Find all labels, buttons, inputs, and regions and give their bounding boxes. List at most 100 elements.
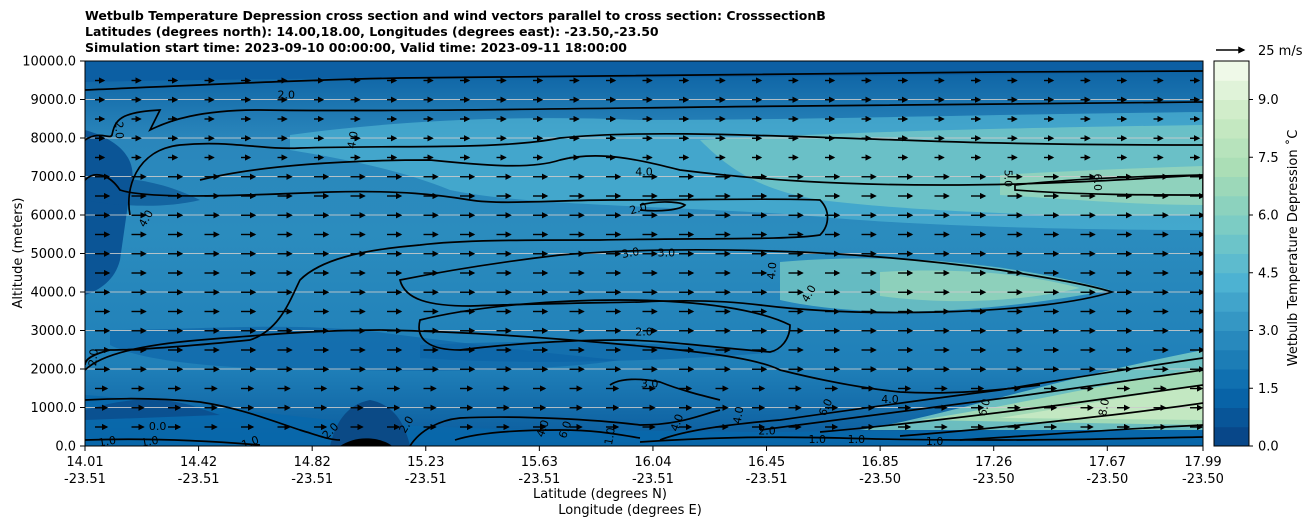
x-tick-label-lat: 16.45: [748, 455, 785, 470]
x-tick-label-lon: -23.51: [64, 472, 106, 487]
colorbar-band: [1214, 369, 1249, 389]
contour-label: 2.0: [86, 348, 100, 367]
colorbar-tick-label: 0.0: [1258, 440, 1279, 455]
chart-title-line-3: Simulation start time: 2023-09-10 00:00:…: [85, 40, 627, 55]
quiver-key-label: 25 m/s: [1258, 44, 1303, 59]
colorbar-band: [1214, 426, 1249, 447]
colorbar-tick-label: 6.0: [1258, 209, 1279, 224]
contour-label: 4.0: [731, 405, 747, 424]
contour-label: 4.0: [635, 166, 653, 179]
contour-label: 1.0: [140, 434, 159, 450]
y-tick-label: 0.0: [55, 440, 76, 455]
x-axis-title-lat: Latitude (degrees N): [533, 487, 667, 502]
x-tick-label-lat: 15.63: [521, 455, 558, 470]
x-tick-label-lon: -23.51: [518, 472, 560, 487]
x-tick-label-lat: 16.04: [634, 455, 671, 470]
contour-label: 8.0: [1096, 398, 1112, 417]
contour-label: 4.0: [534, 418, 552, 439]
colorbar-band: [1214, 292, 1249, 312]
contour-label: 4.0: [765, 261, 779, 280]
colorbar-band: [1214, 407, 1249, 428]
colorbar: 0.0 1.5 3.0 4.5 6.0 7.5 9.0: [1213, 60, 1279, 455]
x-axis: 14.01 -23.51 14.42 -23.51 14.82 -23.51 15.23 -2…: [64, 446, 1224, 487]
colorbar-tick-label: 4.5: [1258, 266, 1279, 281]
contour-label: 6.0: [976, 397, 993, 417]
y-tick-label: 6000.0: [31, 209, 77, 224]
contour-label: 2.0: [758, 424, 776, 437]
colorbar-band: [1214, 234, 1249, 254]
contour-label: 6.0: [1091, 174, 1104, 192]
colorbar-band: [1214, 99, 1249, 120]
colorbar-band: [1214, 272, 1249, 293]
colorbar-band: [1214, 349, 1249, 370]
y-tick-label: 10000.0: [22, 55, 76, 70]
y-tick-label: 2000.0: [31, 363, 77, 378]
colorbar-band: [1214, 138, 1249, 158]
colorbar-band: [1214, 80, 1249, 100]
colorbar-band: [1214, 311, 1249, 331]
colorbar-tick-label: 9.0: [1258, 93, 1279, 108]
contour-label: 1.0: [240, 433, 261, 451]
contour-label: 0.0: [149, 420, 167, 433]
colorbar-band: [1214, 388, 1249, 408]
x-tick-label-lat: 14.42: [180, 455, 217, 470]
contour-label: 3.0: [658, 247, 676, 260]
x-tick-label-lon: -23.50: [973, 472, 1015, 487]
contour-label: 1.0: [98, 434, 117, 450]
colorbar-frame: [1213, 60, 1250, 447]
colorbar-tick-label: 1.5: [1258, 382, 1279, 397]
contour-label: 4.0: [668, 412, 686, 433]
y-tick-label: 9000.0: [31, 93, 77, 108]
x-tick-label-lat: 14.82: [294, 455, 331, 470]
contour-label: 2.0: [635, 325, 653, 338]
colorbar-tick-label: 7.5: [1258, 151, 1279, 166]
contour-label: 2.0: [112, 121, 126, 139]
quiver-key: 25 m/s: [1216, 44, 1303, 59]
filled-contour-regions: [85, 61, 1203, 446]
colorbar-band: [1214, 215, 1249, 235]
x-tick-label-lat: 17.26: [975, 455, 1012, 470]
y-tick-label: 3000.0: [31, 324, 77, 339]
contour-label: 3.0: [641, 377, 659, 390]
contour-label: 4.0: [881, 393, 899, 406]
colorbar-title: Wetbulb Temperature Depression ˚C: [1285, 130, 1301, 367]
x-tick-label-lon: -23.51: [405, 472, 447, 487]
x-axis-title-lon: Longitude (degrees E): [558, 503, 702, 518]
y-tick-label: 5000.0: [31, 247, 77, 262]
colorbar-tick-label: 3.0: [1258, 324, 1279, 339]
colorbar-band: [1214, 253, 1249, 274]
y-axis: 0.0 1000.0 2000.0 3000.0 4000.0 5000.0 6000.0 7…: [22, 55, 85, 455]
colorbar-band: [1214, 176, 1249, 197]
colorbar-band: [1214, 118, 1249, 139]
colorbar-band: [1214, 61, 1249, 81]
colorbar-band: [1214, 330, 1249, 351]
y-tick-label: 8000.0: [31, 132, 77, 147]
contour-label: 1.0: [809, 433, 827, 446]
x-tick-label-lon: -23.51: [291, 472, 333, 487]
x-tick-label-lon: -23.51: [632, 472, 674, 487]
y-tick-label: 7000.0: [31, 170, 77, 185]
contour-label: 1.0: [848, 433, 866, 446]
chart-title-line-2: Latitudes (degrees north): 14.00,18.00, …: [85, 24, 659, 39]
x-tick-label-lat: 16.85: [862, 455, 899, 470]
plot-area: 2.02.0 4.04.0 5.0 6.04.0 2.03.0 3.04.04.02.02…: [85, 61, 1203, 451]
contour-label: 4.0: [345, 130, 361, 149]
contour-label: 2.0: [628, 200, 648, 217]
contour-label: 1.0: [926, 435, 944, 448]
y-tick-label: 4000.0: [31, 286, 77, 301]
y-axis-title: Altitude (meters): [11, 198, 26, 309]
x-tick-label-lat: 15.23: [407, 455, 444, 470]
contour-label: 3.0: [621, 245, 640, 261]
x-tick-label-lon: -23.50: [1086, 472, 1128, 487]
colorbar-band: [1214, 157, 1249, 177]
x-tick-label-lon: -23.50: [859, 472, 901, 487]
contour-label: 6.0: [556, 419, 574, 440]
contour-label: 2.0: [277, 89, 295, 102]
wind-vector-field: [95, 77, 1203, 431]
y-tick-label: 1000.0: [31, 401, 77, 416]
x-tick-label-lon: -23.51: [178, 472, 220, 487]
contour-label: 5.0: [1001, 170, 1014, 188]
contour-label: 1.0: [602, 427, 618, 446]
contour-labels: 2.02.0 4.04.0 5.0 6.04.0 2.03.0 3.04.04.02.02…: [86, 89, 1112, 451]
